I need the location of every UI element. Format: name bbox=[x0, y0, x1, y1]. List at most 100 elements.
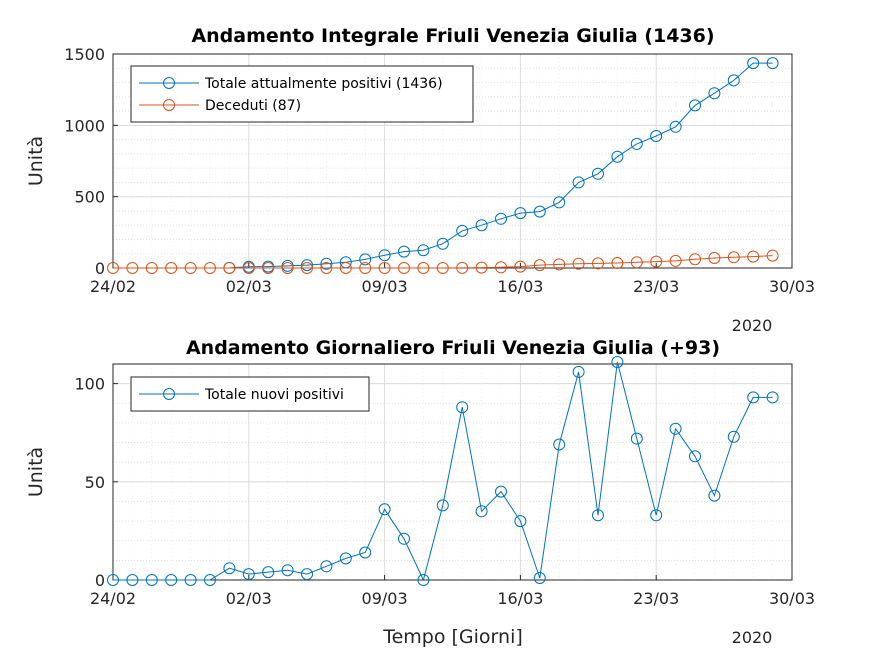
data-point bbox=[436, 237, 449, 250]
daily-plot-axes-box bbox=[112, 363, 793, 581]
data-point bbox=[475, 505, 488, 518]
data-point bbox=[572, 365, 585, 378]
y-tick-label: 50 bbox=[85, 473, 105, 492]
legend-entry-label: Totale nuovi positivi bbox=[204, 387, 344, 403]
daily-plot-ylabel: Unità bbox=[25, 447, 47, 497]
data-point bbox=[417, 574, 430, 586]
data-point bbox=[592, 257, 604, 270]
data-point bbox=[436, 262, 449, 274]
data-point bbox=[301, 262, 313, 274]
data-point bbox=[145, 574, 158, 586]
data-point bbox=[436, 499, 449, 512]
data-point bbox=[262, 566, 275, 579]
data-point bbox=[650, 130, 663, 142]
data-point bbox=[398, 262, 410, 274]
data-point bbox=[495, 485, 507, 498]
data-point bbox=[475, 261, 488, 274]
y-tick-label: 1000 bbox=[64, 116, 105, 135]
cumulative-plot-legend: Totale attualmente positivi (1436) Decedu… bbox=[130, 65, 474, 123]
data-point bbox=[630, 137, 643, 150]
data-point bbox=[495, 212, 507, 225]
legend-swatch-marker bbox=[163, 77, 175, 89]
data-point bbox=[747, 57, 760, 70]
y-tick-label: 100 bbox=[74, 375, 105, 394]
x-tick-label: 16/03 bbox=[497, 277, 543, 296]
data-point bbox=[301, 568, 313, 581]
data-point bbox=[650, 255, 663, 268]
data-point bbox=[165, 574, 178, 586]
data-point bbox=[592, 509, 604, 522]
data-point bbox=[301, 259, 313, 272]
data-point bbox=[145, 262, 158, 274]
data-point bbox=[630, 432, 643, 445]
cumulative-plot-year-label: 2020 bbox=[732, 316, 773, 335]
data-point bbox=[456, 401, 469, 414]
data-point bbox=[475, 219, 488, 232]
cumulative-plot-ylabel: Unità bbox=[25, 136, 47, 186]
data-point bbox=[223, 562, 236, 575]
x-tick-label: 23/03 bbox=[633, 277, 679, 296]
legend-entry-label: Deceduti (87) bbox=[205, 98, 301, 114]
data-point bbox=[398, 245, 410, 258]
data-point bbox=[184, 574, 197, 586]
data-point bbox=[669, 422, 682, 435]
data-point bbox=[689, 450, 701, 463]
data-point bbox=[495, 261, 507, 274]
data-point bbox=[747, 250, 760, 263]
data-point bbox=[592, 167, 604, 180]
data-point bbox=[398, 532, 410, 545]
data-point bbox=[204, 262, 216, 274]
data-point bbox=[533, 572, 546, 584]
data-point bbox=[766, 391, 779, 404]
data-point bbox=[630, 256, 643, 269]
data-point bbox=[727, 74, 740, 87]
data-point bbox=[553, 258, 566, 271]
cumulative-plot-ticks: 0 500 1000 1500 24/02 02/03 09/03 16/03 23/03 30/… bbox=[64, 45, 815, 296]
data-point bbox=[514, 515, 527, 528]
data-point bbox=[126, 262, 139, 274]
data-point bbox=[514, 207, 527, 220]
data-point bbox=[359, 253, 372, 266]
data-point bbox=[339, 552, 352, 565]
data-point bbox=[339, 262, 352, 274]
data-point bbox=[514, 260, 527, 273]
y-tick-label: 0 bbox=[95, 259, 105, 278]
data-point bbox=[107, 574, 119, 586]
data-point bbox=[669, 254, 682, 267]
data-point bbox=[689, 99, 701, 112]
data-point bbox=[533, 205, 546, 218]
data-point bbox=[223, 262, 236, 274]
data-point bbox=[553, 196, 566, 209]
daily-plot-ticks: 0 50 100 24/02 02/03 09/03 16/03 23/03 30/03 bbox=[74, 375, 815, 608]
x-tick-label: 02/03 bbox=[226, 589, 272, 608]
data-point bbox=[747, 391, 760, 404]
series-line bbox=[113, 255, 773, 269]
data-point bbox=[708, 489, 721, 502]
daily-plot-xlabel: Tempo [Giorni] bbox=[382, 626, 523, 648]
data-point bbox=[242, 262, 255, 274]
data-point bbox=[727, 251, 740, 264]
data-point bbox=[378, 249, 391, 262]
daily-plot-legend: Totale nuovi positivi bbox=[130, 376, 370, 412]
y-tick-label: 1500 bbox=[64, 45, 105, 64]
series-line bbox=[113, 361, 773, 582]
data-point bbox=[611, 356, 624, 368]
cumulative-plot: Andamento Integrale Friuli Venezia Giuli… bbox=[25, 25, 815, 335]
data-point bbox=[378, 262, 391, 274]
data-point bbox=[378, 503, 391, 516]
data-point bbox=[281, 564, 294, 577]
data-point bbox=[320, 560, 333, 573]
data-point bbox=[553, 438, 566, 451]
x-tick-label: 16/03 bbox=[497, 589, 543, 608]
x-tick-label: 24/02 bbox=[90, 589, 136, 608]
data-point bbox=[417, 244, 430, 257]
series-line bbox=[229, 62, 773, 269]
cumulative-plot-title: Andamento Integrale Friuli Venezia Giuli… bbox=[191, 25, 714, 47]
data-point bbox=[417, 262, 430, 274]
data-point bbox=[107, 262, 119, 274]
data-point bbox=[320, 262, 333, 274]
y-tick-label: 0 bbox=[95, 571, 105, 590]
data-point bbox=[242, 568, 255, 581]
x-tick-label: 02/03 bbox=[226, 277, 272, 296]
data-point bbox=[359, 262, 372, 274]
